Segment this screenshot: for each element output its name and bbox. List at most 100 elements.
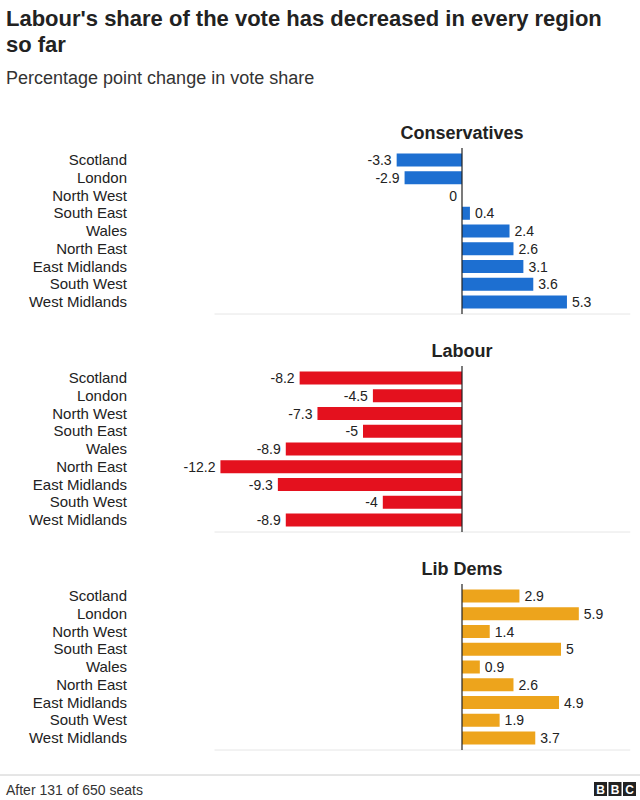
data-label: 3.6 xyxy=(538,276,558,292)
data-label: -3.3 xyxy=(368,152,392,168)
panel-title: Conservatives xyxy=(400,123,523,143)
data-label: -7.3 xyxy=(288,406,312,422)
bar xyxy=(462,661,480,674)
zero-line xyxy=(461,148,462,314)
footnote: After 131 of 650 seats xyxy=(6,782,143,798)
data-label: -12.2 xyxy=(184,459,216,475)
data-label: 1.4 xyxy=(495,624,515,640)
bars xyxy=(397,154,567,309)
category-label: South East xyxy=(54,640,128,657)
category-label: London xyxy=(77,387,127,404)
bar xyxy=(462,207,470,220)
category-label: East Midlands xyxy=(33,476,127,493)
bar xyxy=(462,590,519,603)
category-label: West Midlands xyxy=(29,293,127,310)
data-label: 0.4 xyxy=(475,205,495,221)
data-label: 3.1 xyxy=(528,259,548,275)
category-label: East Midlands xyxy=(33,258,127,275)
bars xyxy=(220,372,462,527)
category-label: North West xyxy=(52,623,128,640)
panel: Conservatives Scotland -3.3 London -2.9 North… xyxy=(29,123,630,314)
logo-box xyxy=(609,782,622,796)
category-label: East Midlands xyxy=(33,694,127,711)
bar xyxy=(462,225,510,238)
logo-letter: B xyxy=(611,783,620,797)
bar xyxy=(462,278,533,291)
panel: Lib DemsScotland2.9London5.9North West1.… xyxy=(29,559,630,750)
panel: Labour Scotland -8.2 London -4.5 North West -7… xyxy=(29,341,630,532)
category-label: Wales xyxy=(86,222,127,239)
category-label: North East xyxy=(56,458,128,475)
bar xyxy=(373,389,462,402)
data-label: 5.9 xyxy=(584,606,604,622)
logo-letter: B xyxy=(596,783,605,797)
data-label: 4.9 xyxy=(564,695,584,711)
category-label: South East xyxy=(54,422,128,439)
bar xyxy=(397,154,462,167)
category-label: West Midlands xyxy=(29,729,127,746)
category-label: North East xyxy=(56,676,128,693)
data-label: -8.2 xyxy=(271,370,295,386)
logo-box xyxy=(623,782,636,796)
category-label: North West xyxy=(52,405,128,422)
logo-text: BBC xyxy=(596,783,634,797)
zero-line xyxy=(461,366,462,532)
bar xyxy=(317,407,462,420)
data-label: 2.4 xyxy=(515,223,535,239)
data-label: 2.6 xyxy=(518,241,538,257)
category-label: North West xyxy=(52,187,128,204)
data-label: -8.9 xyxy=(257,512,281,528)
bar xyxy=(363,425,462,438)
bar xyxy=(300,372,462,385)
logo-letter: C xyxy=(625,783,634,797)
data-label: 0.9 xyxy=(485,659,505,675)
data-label: 2.6 xyxy=(518,677,538,693)
data-label: 5.3 xyxy=(572,294,592,310)
data-label: -2.9 xyxy=(375,170,399,186)
bars xyxy=(462,590,579,745)
bar xyxy=(462,242,513,255)
logo-box xyxy=(594,782,607,796)
data-label: 0 xyxy=(449,188,457,204)
bar xyxy=(278,478,462,491)
bar xyxy=(462,625,490,638)
axis-line xyxy=(215,532,631,533)
bar xyxy=(405,171,462,184)
data-label: 1.9 xyxy=(505,712,525,728)
bar xyxy=(462,714,500,727)
category-label: South West xyxy=(50,275,128,292)
category-label: London xyxy=(77,605,127,622)
data-label: 5 xyxy=(566,641,574,657)
panel-title: Labour xyxy=(432,341,493,361)
bar xyxy=(462,260,523,273)
data-label: 2.9 xyxy=(524,588,544,604)
axis-line xyxy=(215,750,631,751)
data-label: -5 xyxy=(346,423,359,439)
bar xyxy=(462,643,561,656)
title: Labour's share of the vote has decreased… xyxy=(6,6,606,58)
data-label: 3.7 xyxy=(540,730,560,746)
category-label: North East xyxy=(56,240,128,257)
footer-rule xyxy=(0,775,640,776)
category-label: South West xyxy=(50,711,128,728)
charts: Conservatives Scotland -3.3 London -2.9 North… xyxy=(0,0,640,800)
category-label: Scotland xyxy=(69,369,127,386)
bar xyxy=(462,607,579,620)
data-label: -8.9 xyxy=(257,441,281,457)
bar xyxy=(286,443,462,456)
bar xyxy=(383,496,462,509)
category-label: West Midlands xyxy=(29,511,127,528)
data-label: -4 xyxy=(365,494,378,510)
category-label: London xyxy=(77,169,127,186)
category-label: South West xyxy=(50,493,128,510)
category-label: Scotland xyxy=(69,587,127,604)
zero-line xyxy=(461,584,462,750)
bar xyxy=(462,696,559,709)
category-label: Wales xyxy=(86,440,127,457)
data-label: -4.5 xyxy=(344,388,368,404)
category-label: Scotland xyxy=(69,151,127,168)
bar xyxy=(462,678,513,691)
category-label: Wales xyxy=(86,658,127,675)
bar xyxy=(286,514,462,527)
data-label: -9.3 xyxy=(249,477,273,493)
